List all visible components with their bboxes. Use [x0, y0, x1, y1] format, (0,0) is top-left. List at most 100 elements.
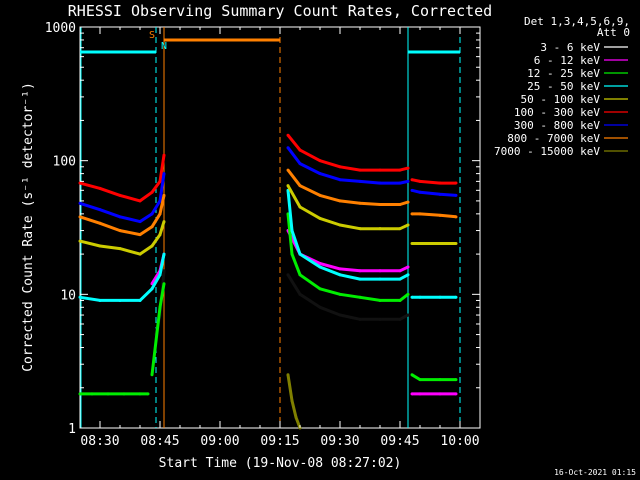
data-point [338, 199, 342, 203]
legend-entry-label: 6 - 12 keV [534, 54, 601, 67]
data-point [162, 220, 166, 224]
series-8 [286, 373, 302, 430]
y-tick-label: 1000 [45, 21, 76, 36]
data-point [138, 233, 142, 237]
data-point [418, 242, 422, 246]
data-point [158, 273, 162, 277]
legend-entry-label: 800 - 7000 keV [507, 132, 600, 145]
data-point [150, 190, 154, 194]
data-point [150, 287, 154, 291]
data-point [406, 265, 410, 269]
data-point [158, 305, 162, 309]
data-point [138, 199, 142, 203]
data-point [438, 242, 442, 246]
data-point [398, 269, 402, 273]
data-point [358, 295, 362, 299]
data-point [138, 252, 142, 256]
data-point [290, 399, 294, 403]
data-point [418, 190, 422, 194]
data-point [122, 392, 126, 396]
data-point [406, 313, 410, 317]
data-point [158, 179, 162, 183]
data-point [410, 373, 414, 377]
data-point [162, 282, 166, 286]
data-point [150, 373, 154, 377]
data-point [378, 181, 382, 185]
data-point [418, 212, 422, 216]
series-4 [78, 184, 458, 256]
flag-label: S [149, 30, 155, 41]
flag-label: N [161, 41, 167, 52]
data-point [290, 229, 294, 233]
series-line [286, 146, 409, 185]
legend-header: Det 1,3,4,5,6,9, [524, 15, 630, 28]
series-line [286, 184, 409, 231]
data-point [318, 287, 322, 291]
data-point [398, 298, 402, 302]
data-point [438, 392, 442, 396]
data-point [418, 378, 422, 382]
data-point [406, 292, 410, 296]
y-axis-label: Corrected Count Rate (s⁻¹ detector⁻¹) [21, 82, 36, 372]
data-point [118, 229, 122, 233]
data-point [98, 244, 102, 248]
data-point [358, 277, 362, 281]
data-point [406, 200, 410, 204]
legend-entry-label: 7000 - 15000 keV [494, 145, 600, 158]
data-point [406, 223, 410, 227]
data-point [378, 202, 382, 206]
vertical-markers: SN [80, 27, 461, 428]
data-point [286, 373, 290, 377]
series-line [286, 274, 409, 321]
data-point [378, 317, 382, 321]
series-line [286, 169, 409, 206]
series-line [411, 178, 456, 185]
data-point [406, 166, 410, 170]
series-6 [78, 146, 458, 224]
data-point [298, 148, 302, 152]
data-point [318, 193, 322, 197]
data-point [318, 305, 322, 309]
y-axis-ticks: 1 10 100 1000 [45, 21, 480, 437]
data-point [398, 317, 402, 321]
legend-entry-label: 100 - 300 keV [514, 106, 600, 119]
data-point [358, 201, 362, 205]
data-point [398, 202, 402, 206]
data-point [286, 273, 290, 277]
data-point [318, 265, 322, 269]
data-point [358, 227, 362, 231]
x-tick-label: 08:45 [140, 434, 179, 449]
series-7 [78, 168, 458, 237]
data-point [138, 298, 142, 302]
data-point [358, 269, 362, 273]
data-point [378, 298, 382, 302]
data-point [286, 184, 290, 188]
data-point [410, 212, 414, 216]
data-point [398, 277, 402, 281]
data-point [158, 233, 162, 237]
data-point [454, 295, 458, 299]
data-point [286, 168, 290, 172]
data-point [398, 168, 402, 172]
legend-entry-label: 25 - 50 keV [527, 80, 600, 93]
data-point [294, 415, 298, 419]
footer-timestamp: 16-Oct-2021 01:15 [554, 468, 636, 477]
data-point [298, 252, 302, 256]
data-point [318, 216, 322, 220]
data-point [298, 205, 302, 209]
data-point [418, 392, 422, 396]
x-tick-label: 09:00 [200, 434, 239, 449]
legend-entry-label: 50 - 100 keV [521, 93, 601, 106]
data-point [298, 162, 302, 166]
x-axis-ticks: 08:30 08:45 09:00 09:15 09:30 09:45 10:00 [79, 27, 481, 449]
legend-entry-label: 300 - 800 keV [514, 119, 600, 132]
data-point [338, 292, 342, 296]
data-point [138, 392, 142, 396]
series-line [411, 188, 457, 197]
data-point [318, 159, 322, 163]
legend-header: Att 0 [597, 26, 630, 39]
data-point [410, 178, 414, 182]
series-line [411, 373, 456, 382]
data-point [406, 179, 410, 183]
